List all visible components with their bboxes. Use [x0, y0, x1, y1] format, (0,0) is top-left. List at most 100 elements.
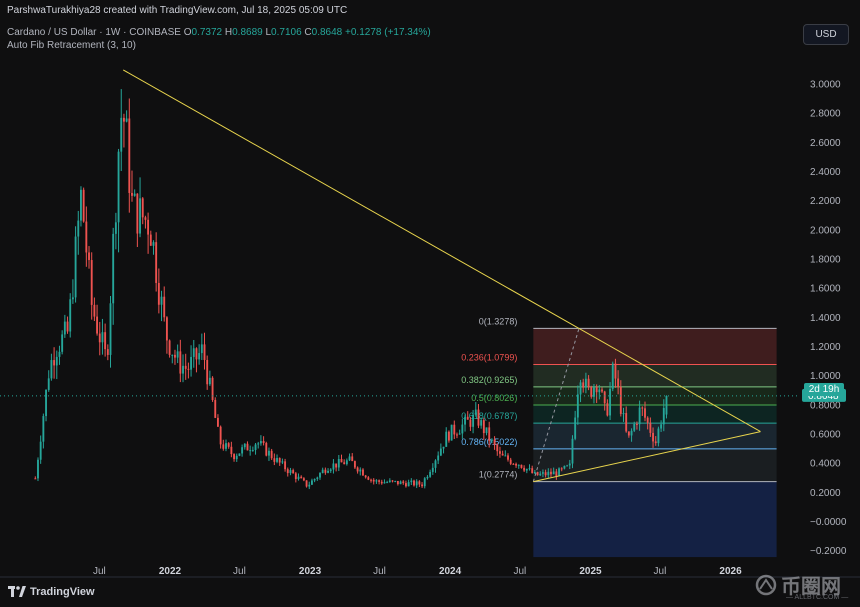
- candle-body: [617, 378, 620, 388]
- candle-body: [442, 446, 445, 449]
- candle-body: [544, 472, 547, 476]
- fib-level-label: 0.382(0.9265): [461, 375, 517, 385]
- candle-body: [281, 461, 284, 463]
- candle-body: [434, 460, 437, 468]
- candle-body: [329, 469, 332, 471]
- price-axis-label: 2.0000: [810, 225, 841, 236]
- candle-body: [477, 409, 480, 426]
- candle-body: [42, 416, 45, 442]
- time-axis-label: Jul: [373, 566, 386, 577]
- site-watermark: 币圈网: [755, 570, 841, 599]
- chart-attribution: ParshwaTurakhiya28 created with TradingV…: [7, 5, 348, 16]
- candle-body: [294, 473, 297, 480]
- candle-body: [216, 417, 219, 427]
- candle-body: [353, 461, 356, 468]
- candle-body: [321, 469, 324, 474]
- candle-body: [391, 480, 394, 482]
- close-label: C: [304, 27, 312, 38]
- candle-body: [246, 443, 249, 451]
- fib-zone: [533, 364, 777, 387]
- candle-body: [399, 481, 402, 485]
- candle-body: [466, 416, 469, 420]
- candle-body: [45, 389, 47, 417]
- candle-body: [584, 378, 587, 388]
- price-axis-label: 0.2000: [810, 488, 841, 499]
- candle-body: [638, 407, 641, 425]
- candle-body: [233, 454, 235, 460]
- candle-body: [300, 476, 303, 479]
- candle-body: [364, 475, 367, 478]
- price-axis-label: 1.8000: [810, 255, 841, 266]
- candle-body: [595, 387, 598, 393]
- watermark-logo-icon: [755, 574, 777, 595]
- tradingview-brand[interactable]: TradingView: [8, 586, 95, 598]
- candle-body: [125, 118, 128, 122]
- candle-body: [262, 441, 265, 443]
- candle-body: [464, 416, 466, 425]
- candle-body: [109, 303, 112, 355]
- fib-zone: [533, 481, 777, 558]
- indicator-legend[interactable]: Auto Fib Retracement (3, 10): [7, 40, 136, 51]
- candle-body: [552, 471, 555, 475]
- candle-body: [469, 419, 472, 427]
- candle-body: [257, 443, 260, 445]
- candle-body: [367, 477, 370, 480]
- candle-body: [128, 118, 131, 193]
- candle-body: [606, 403, 609, 416]
- candle-body: [147, 219, 150, 235]
- candle-body: [34, 478, 37, 480]
- symbol-name[interactable]: Cardano / US Dollar · 1W · COINBASE: [7, 27, 181, 38]
- price-axis-label: 2.8000: [810, 109, 841, 120]
- candle-body: [413, 480, 415, 486]
- candle-body: [512, 463, 515, 465]
- candle-body: [509, 459, 512, 464]
- candle-body: [635, 423, 638, 425]
- candle-body: [550, 471, 552, 475]
- candle-body: [198, 353, 201, 360]
- candle-body: [168, 340, 171, 355]
- candle-body: [568, 463, 571, 466]
- candle-body: [286, 469, 289, 474]
- candle-body: [203, 344, 206, 360]
- watermark-subtext: — ALLBTC.COM —: [786, 594, 849, 601]
- candle-body: [517, 464, 520, 466]
- candle-body: [259, 441, 262, 444]
- candle-body: [370, 479, 372, 481]
- fib-zone: [533, 423, 777, 449]
- candle-body: [418, 481, 421, 485]
- candle-body: [614, 363, 617, 379]
- candle-body: [426, 476, 429, 479]
- candle-body: [192, 348, 195, 357]
- candle-body: [104, 332, 107, 350]
- open-label: O: [183, 27, 192, 38]
- candle-body: [380, 481, 383, 484]
- candle-body: [627, 431, 630, 436]
- currency-button[interactable]: USD: [803, 24, 849, 45]
- candle-body: [85, 221, 88, 253]
- candle-body: [421, 484, 424, 487]
- candle-body: [461, 424, 464, 434]
- time-axis-label: Jul: [233, 566, 246, 577]
- candle-body: [405, 483, 407, 487]
- candle-body: [55, 356, 58, 366]
- candle-body: [359, 469, 362, 472]
- candle-body: [117, 151, 120, 223]
- candle-body: [555, 471, 558, 476]
- candle-body: [292, 470, 295, 474]
- candle-body: [122, 117, 125, 122]
- candle-body: [219, 426, 222, 445]
- candle-body: [241, 447, 244, 454]
- candle-body: [93, 304, 96, 317]
- candle-body: [114, 222, 117, 234]
- price-axis-label: 2.6000: [810, 138, 841, 149]
- candle-body: [273, 458, 276, 462]
- candle-body: [641, 407, 644, 409]
- candle-body: [646, 417, 649, 423]
- candle-body: [165, 317, 168, 341]
- candle-body: [630, 430, 633, 436]
- candle-body: [496, 444, 499, 452]
- candle-body: [609, 388, 612, 416]
- candle-body: [112, 233, 115, 304]
